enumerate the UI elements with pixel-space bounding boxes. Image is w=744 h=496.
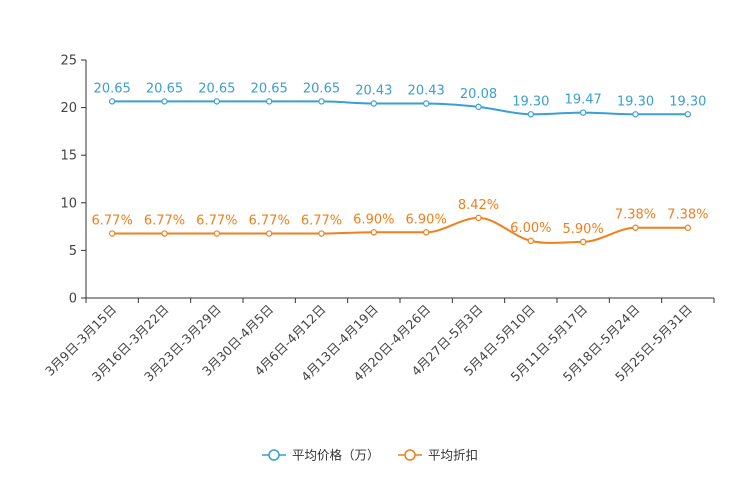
data-label: 20.65 [251, 81, 288, 96]
data-point [161, 98, 168, 105]
data-label: 19.47 [565, 93, 602, 108]
data-point [684, 111, 692, 118]
data-point [632, 224, 639, 231]
data-label: 6.90% [353, 212, 394, 227]
data-point [370, 100, 378, 107]
series-layer: 20.65 20.65 20.65 20.65 20.65 20.43 20.43 20.08… [92, 81, 708, 246]
data-label: 6.77% [92, 214, 133, 229]
data-point [475, 103, 482, 111]
data-point [422, 229, 430, 236]
data-label: 5.90% [563, 222, 604, 237]
series-line [112, 100, 688, 116]
data-label: 19.30 [617, 94, 654, 109]
data-point [527, 237, 535, 245]
series-line [112, 216, 688, 244]
data-point [422, 100, 430, 107]
data-label: 6.77% [301, 214, 342, 229]
data-point [632, 111, 639, 118]
y-tick-label: 25 [60, 54, 77, 69]
data-label: 6.77% [249, 214, 290, 229]
data-point [213, 98, 221, 105]
data-label: 6.77% [196, 214, 237, 229]
y-tick-label: 5 [69, 244, 77, 259]
legend-label: 平均价格（万） [292, 448, 380, 463]
series-0: 20.65 20.65 20.65 20.65 20.65 20.43 20.43 20.08… [94, 81, 706, 118]
legend-item-1[interactable]: 平均折扣 [398, 448, 478, 463]
x-axis: 3月9日-3月15日3月16日-3月22日3月23日-3月29日3月30日-4月… [42, 297, 715, 384]
data-label: 6.00% [510, 221, 551, 236]
data-point [579, 238, 587, 246]
series-1: 6.77% 6.77% 6.77% 6.77% 6.77% 6.90% 6.90% 8.42%… [92, 198, 708, 246]
data-label: 7.38% [667, 208, 708, 223]
data-point [265, 230, 273, 237]
legend-item-0[interactable]: 平均价格（万） [262, 448, 380, 463]
data-label: 20.43 [408, 84, 445, 99]
legend-marker-icon [404, 449, 416, 461]
data-label: 19.30 [512, 94, 549, 109]
data-point [213, 230, 221, 237]
data-label: 20.43 [355, 84, 392, 99]
data-label: 6.90% [406, 212, 447, 227]
data-label: 20.65 [146, 81, 183, 96]
y-tick-label: 15 [60, 149, 77, 164]
data-point [370, 229, 378, 236]
y-axis: 0 5 10 15 20 25 [60, 54, 87, 307]
legend-label: 平均折扣 [428, 448, 478, 463]
data-point [475, 214, 482, 222]
y-tick-label: 0 [69, 292, 77, 307]
data-label: 20.65 [198, 81, 235, 96]
data-label: 8.42% [458, 198, 499, 213]
data-point [527, 111, 535, 118]
data-point [318, 230, 325, 237]
data-point [318, 98, 325, 105]
data-label: 7.38% [615, 208, 656, 223]
data-point [684, 224, 692, 231]
data-point [108, 98, 116, 105]
data-point [108, 230, 116, 237]
y-tick-label: 20 [60, 101, 77, 116]
data-point [579, 109, 587, 116]
data-label: 19.30 [669, 94, 706, 109]
y-tick-label: 10 [60, 196, 77, 211]
data-point [265, 98, 273, 105]
data-label: 20.65 [94, 81, 131, 96]
data-label: 20.08 [460, 87, 497, 102]
data-point [161, 230, 168, 237]
data-label: 20.65 [303, 81, 340, 96]
legend-marker-icon [268, 449, 280, 461]
data-label: 6.77% [144, 214, 185, 229]
legend[interactable]: 平均价格（万） 平均折扣 [262, 448, 478, 463]
